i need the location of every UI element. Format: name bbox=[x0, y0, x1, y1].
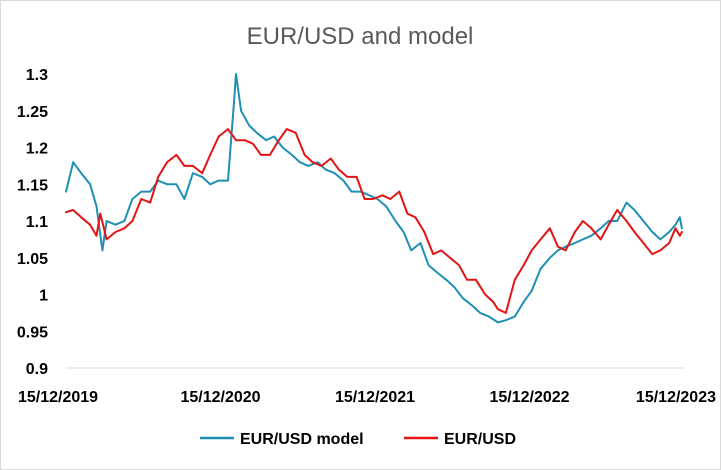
y-axis: 0.9 0.95 1 1.05 1.1 1.15 1.2 1.25 1.3 bbox=[17, 67, 48, 378]
y-tick-label: 1.25 bbox=[17, 104, 48, 121]
series-line-eurusd bbox=[65, 128, 683, 314]
y-tick-label: 0.95 bbox=[17, 324, 48, 341]
x-tick-label: 15/12/2020 bbox=[180, 389, 260, 406]
x-tick-label: 15/12/2019 bbox=[18, 389, 98, 406]
y-tick-label: 1.05 bbox=[17, 251, 48, 268]
legend: EUR/USD model EUR/USD bbox=[200, 431, 516, 448]
y-tick-label: 1.3 bbox=[26, 67, 48, 84]
x-tick-label: 15/12/2022 bbox=[489, 389, 569, 406]
series-line-model bbox=[65, 73, 683, 324]
x-tick-label: 15/12/2021 bbox=[335, 389, 415, 406]
legend-label: EUR/USD model bbox=[240, 431, 364, 448]
legend-label: EUR/USD bbox=[444, 431, 516, 448]
chart-title: EUR/USD and model bbox=[247, 23, 474, 50]
series-group bbox=[65, 73, 683, 324]
y-tick-label: 1.2 bbox=[26, 141, 48, 158]
y-tick-label: 1.1 bbox=[26, 214, 48, 231]
y-tick-label: 1.15 bbox=[17, 177, 48, 194]
y-tick-label: 1 bbox=[39, 288, 48, 305]
y-tick-label: 0.9 bbox=[26, 361, 48, 378]
x-tick-label: 15/12/2023 bbox=[636, 389, 716, 406]
x-axis: 15/12/2019 15/12/2020 15/12/2021 15/12/2022… bbox=[18, 389, 716, 406]
